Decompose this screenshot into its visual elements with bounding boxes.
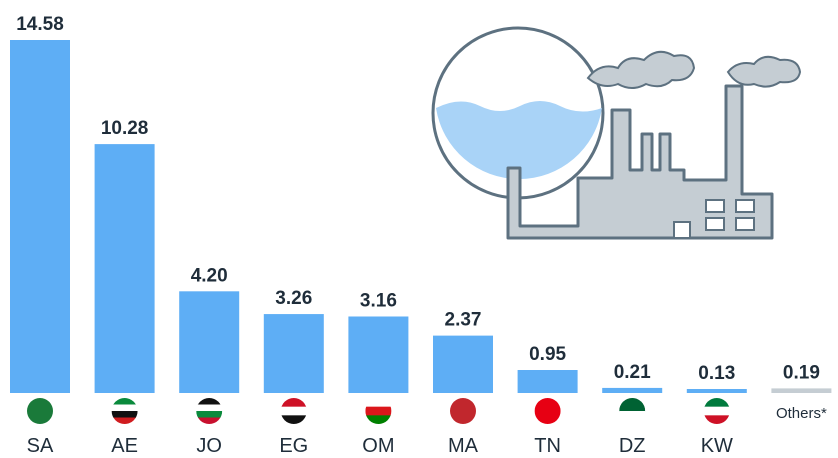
x-tick-label: KW [701,435,733,457]
bar [518,370,578,393]
flag-stripe [196,405,222,412]
value-label: 3.26 [275,288,312,309]
flag-stripe [704,407,730,416]
illustration [433,28,800,238]
x-tick-label: SA [27,435,54,457]
flag-stripe [281,398,307,407]
bar [95,144,155,393]
flag-stripe [27,398,53,425]
bar [179,291,239,393]
flag-stripe [365,415,391,424]
flag-stripe [704,415,730,424]
flag-icon [365,398,391,425]
value-label: 0.13 [698,363,735,384]
value-label: 2.37 [445,310,482,331]
flag-stripe [619,398,645,412]
page: {"chart_data": {"type": "bar", "categori… [0,0,838,458]
flag-stripe [450,398,476,425]
value-label: 14.58 [16,14,64,35]
x-tick-label: TN [534,435,561,457]
x-tick-label: DZ [619,435,646,457]
flag-stripe [535,398,561,425]
x-tick-label: EG [279,435,308,457]
flag-stripe [365,398,391,407]
flag-stripe [281,415,307,424]
flag-stripe [112,418,138,425]
flag-stripe [619,411,645,425]
bar [10,40,70,393]
flag-stripe [365,407,391,416]
x-tick-label: AE [111,435,138,457]
flag-icon [619,398,645,425]
bar [348,316,408,393]
x-tick-label: JO [196,435,222,457]
bar [602,388,662,393]
flag-stripe [112,405,138,412]
x-tick-label: Others* [776,405,827,422]
value-label: 3.16 [360,290,397,311]
flag-stripe [112,411,138,418]
x-tick-label: OM [362,435,394,457]
flag-icon [704,398,730,425]
flag-icon [535,398,561,425]
flag-stripe [196,418,222,425]
bar [687,389,747,393]
flag-stripe [112,398,138,405]
value-label: 0.19 [783,362,820,383]
bar [433,336,493,393]
value-label: 10.28 [101,118,149,139]
x-tick-label: MA [448,435,479,457]
bar [771,388,831,393]
value-label: 4.20 [191,265,228,286]
value-label: 0.21 [614,362,651,383]
flag-icon [27,398,53,425]
flag-icon [112,398,138,425]
flag-stripe [196,398,222,405]
value-label: 0.95 [529,344,566,365]
flag-icon [281,398,307,425]
flag-stripe [704,398,730,407]
flag-stripe [196,411,222,418]
flag-icon [196,398,222,425]
flag-stripe [281,407,307,416]
chart: 14.58 SA 10.28 AE 4.20 JO 3.26 EG 3.16 OM 2.37 MA 0.… [0,0,838,458]
bar [264,314,324,393]
flag-icon [450,398,476,425]
